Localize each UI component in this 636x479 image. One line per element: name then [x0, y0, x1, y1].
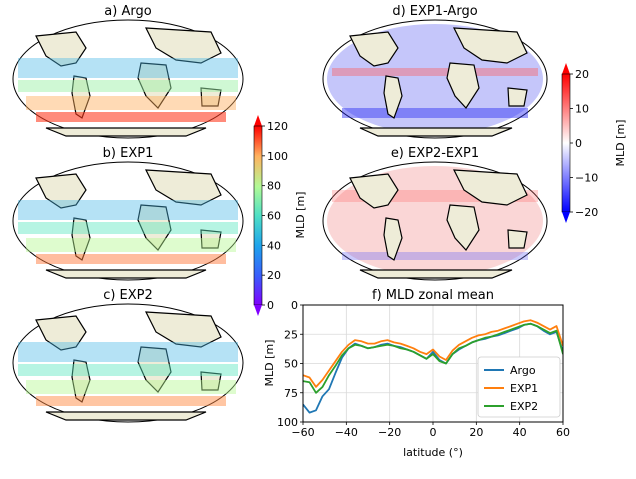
- map-panel-c: c) EXP2: [12, 288, 244, 423]
- map-land: [35, 169, 222, 279]
- chart-series: [303, 319, 563, 414]
- map-land: [35, 27, 222, 137]
- colorbar-mld: 0 20 40 60 80 100 120 MLD [m]: [253, 115, 307, 316]
- map-land: [35, 311, 222, 421]
- map-points: [18, 58, 238, 122]
- legend: Argo EXP1 EXP2: [477, 356, 561, 418]
- chart-title: f) MLD zonal mean: [372, 288, 494, 303]
- y-tick-label: 25: [284, 328, 298, 341]
- y-tick-label: 75: [284, 387, 298, 400]
- legend-label: EXP1: [510, 382, 538, 395]
- series-line-exp1: [303, 319, 563, 388]
- colorbar-tick-label: 60: [267, 210, 281, 223]
- colorbar-tick-label: 20: [267, 269, 281, 282]
- series-line-exp2: [303, 322, 563, 394]
- map-title-a: a) Argo: [104, 4, 151, 19]
- y-tick-label: 100: [277, 416, 298, 429]
- colorbar-diff: −20 −10 0 10 20 MLD [m]: [561, 63, 627, 223]
- colorbar-tick-label: 20: [575, 68, 589, 81]
- map-panel-b: b) EXP1: [12, 146, 244, 281]
- x-tick-label: 0: [430, 426, 437, 439]
- colorbar-mld-bar: [253, 125, 263, 306]
- colorbar-tick-label: 40: [267, 239, 281, 252]
- colorbar-min-arrow: [562, 212, 570, 223]
- colorbar-tick-label: 0: [267, 299, 274, 312]
- colorbar-diff-label: MLD [m]: [614, 120, 627, 167]
- colorbar-diff-ticks: −20 −10 0 10 20: [570, 68, 598, 219]
- colorbar-mld-ticks: 0 20 40 60 80 100 120: [262, 120, 288, 312]
- map-panel-a: a) Argo: [12, 4, 244, 139]
- x-tick-label: −20: [378, 426, 401, 439]
- colorbar-tick-label: −10: [575, 172, 598, 185]
- map-title-c: c) EXP2: [103, 288, 153, 303]
- x-axis-label: latitude (°): [403, 446, 463, 459]
- map-points: [18, 200, 238, 264]
- colorbar-tick-label: 80: [267, 180, 281, 193]
- y-axis-ticks: 0 25 50 75 100: [277, 299, 303, 429]
- colorbar-tick-label: 10: [575, 103, 589, 116]
- x-tick-label: 60: [556, 426, 570, 439]
- legend-label: EXP2: [510, 400, 538, 413]
- colorbar-tick-label: 120: [267, 120, 288, 133]
- y-tick-label: 50: [284, 358, 298, 371]
- y-tick-label: 0: [291, 299, 298, 312]
- colorbar-min-arrow: [254, 305, 262, 316]
- x-tick-label: −40: [335, 426, 358, 439]
- colorbar-tick-label: 100: [267, 150, 288, 163]
- zonal-mean-chart: f) MLD zonal mean −60 −40 −20 0 20 40 60 0 25 50…: [263, 288, 570, 459]
- colorbar-diff-bar: [561, 73, 571, 213]
- y-axis-label: MLD [m]: [263, 340, 276, 387]
- map-land: [349, 169, 528, 279]
- map-title-d: d) EXP1-Argo: [392, 4, 477, 19]
- colorbar-tick-label: −20: [575, 206, 598, 219]
- x-tick-label: 20: [469, 426, 483, 439]
- colorbar-max-arrow: [254, 115, 262, 126]
- x-tick-label: 40: [513, 426, 527, 439]
- colorbar-tick-label: 0: [575, 137, 582, 150]
- x-axis-ticks: −60 −40 −20 0 20 40 60: [291, 422, 570, 439]
- colorbar-mld-label: MLD [m]: [294, 192, 307, 239]
- legend-box: [477, 356, 561, 418]
- x-tick-label: −60: [291, 426, 314, 439]
- map-title-e: e) EXP2-EXP1: [391, 146, 479, 161]
- map-land: [349, 27, 528, 137]
- colorbar-max-arrow: [562, 63, 570, 74]
- map-points: [18, 342, 238, 406]
- map-panel-d: d) EXP1-Argo: [322, 4, 548, 139]
- legend-label: Argo: [510, 364, 536, 377]
- map-title-b: b) EXP1: [103, 146, 154, 161]
- map-panel-e: e) EXP2-EXP1: [322, 146, 548, 281]
